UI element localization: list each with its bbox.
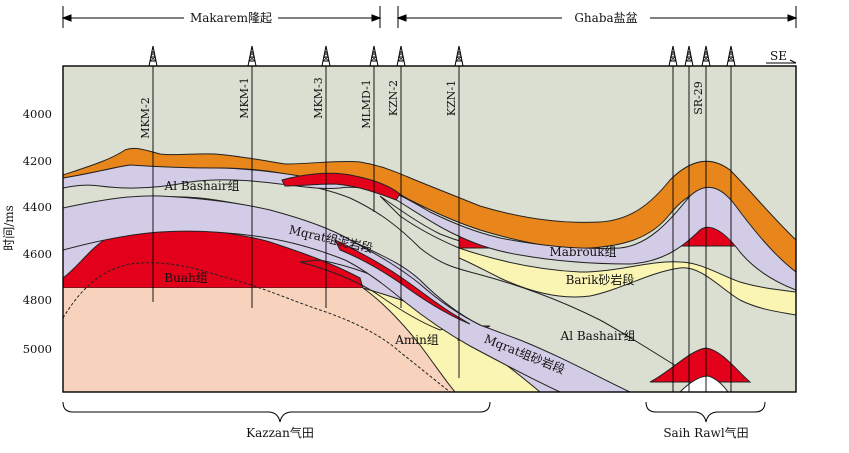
- svg-text:4800: 4800: [23, 293, 52, 307]
- label-mabrouk: Mabrouk组: [549, 245, 616, 259]
- field-label-saih-rawl: Saih Rawl气田: [663, 425, 748, 440]
- region-label-makarem: Makarem隆起: [190, 10, 272, 25]
- label-al-bashair-right: Al Bashair组: [560, 329, 636, 343]
- label-amin: Amin组: [394, 333, 439, 347]
- well-name-mkm2: MKM-2: [139, 97, 152, 138]
- region-bracket-makarem: [61, 6, 382, 28]
- brace-saih-rawl: [645, 401, 766, 423]
- svg-text:4000: 4000: [23, 107, 52, 121]
- brace-kazzan: [62, 401, 491, 423]
- direction-label: SE: [770, 49, 787, 63]
- well-name-mlmd1: MLMD-1: [360, 79, 373, 129]
- y-axis-ticks: 4000 4200 4400 4600 4800 5000: [23, 107, 52, 356]
- well-names: MKM-2 MKM-1 MKM-3 MLMD-1 KZN-2 KZN-1 SR-…: [139, 77, 705, 138]
- layer-mqrat-red: [333, 238, 471, 325]
- svg-text:4600: 4600: [23, 247, 52, 261]
- well-name-sr29: SR-29: [692, 81, 705, 115]
- section-frame: [62, 65, 797, 393]
- y-axis-label: 时间/ms: [2, 205, 16, 251]
- label-al-bashair-top: Al Bashair组: [164, 179, 240, 193]
- well-lines: [152, 66, 732, 392]
- svg-text:4200: 4200: [23, 154, 52, 168]
- well-name-kzn2: KZN-2: [387, 80, 400, 116]
- stratigraphic-layers: [63, 66, 796, 392]
- label-barik: Barik砂岩段: [566, 272, 635, 287]
- region-label-ghaba: Ghaba盐盆: [574, 11, 637, 25]
- svg-text:4400: 4400: [23, 200, 52, 214]
- svg-text:5000: 5000: [23, 342, 52, 356]
- region-bracket-ghaba: [396, 6, 798, 28]
- derrick-icons: [147, 45, 737, 67]
- well-name-kzn1: KZN-1: [445, 80, 458, 116]
- direction-arrow-icon: [766, 59, 797, 64]
- field-label-kazzan: Kazzan气田: [246, 425, 314, 440]
- layer-red-mlmd: [281, 172, 401, 201]
- layer-barik-yellow: [458, 247, 796, 316]
- label-buah: Buah组: [164, 271, 207, 285]
- layer-basement-peach: [63, 288, 455, 392]
- well-name-mkm1: MKM-1: [238, 77, 251, 118]
- well-name-mkm3: MKM-3: [312, 77, 325, 118]
